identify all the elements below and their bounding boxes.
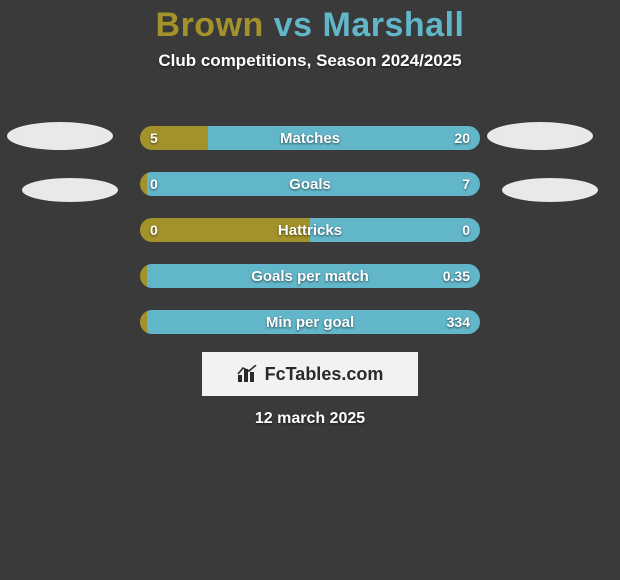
title-vs: vs [274,6,313,44]
page-title: Brown vs Marshall [0,0,620,45]
bar-segment-right [208,126,480,150]
title-right-name: Marshall [323,6,465,44]
bar-row: Goals07 [140,172,480,196]
player-silhouette-shape [7,122,113,150]
bar-segment-left [140,172,147,196]
player-silhouette-shape [22,178,118,202]
bar-chart-icon-svg [237,365,259,383]
attribution-badge: FcTables.com [202,352,418,396]
bar-segment-right [147,310,480,334]
bar-row: Hattricks00 [140,218,480,242]
bar-segment-left [140,126,208,150]
subtitle: Club competitions, Season 2024/2025 [0,51,620,71]
title-left-name: Brown [156,6,264,44]
player-silhouette-shape [502,178,598,202]
comparison-infographic: Brown vs Marshall Club competitions, Sea… [0,0,620,580]
bar-segment-left [140,264,147,288]
bar-row: Min per goal334 [140,310,480,334]
player-silhouette-shape [487,122,593,150]
bar-segment-right [147,264,480,288]
comparison-bars: Matches520 Goals07 Hattricks00 Goals per ma… [140,126,480,356]
bar-chart-icon [237,365,259,383]
date-label: 12 march 2025 [0,410,620,428]
bar-segment-right [147,172,480,196]
bar-row: Matches520 [140,126,480,150]
bar-segment-left [140,218,310,242]
bar-segment-right [310,218,480,242]
bar-row: Goals per match0.35 [140,264,480,288]
bar-segment-left [140,310,147,334]
attribution-text: FcTables.com [265,364,384,385]
